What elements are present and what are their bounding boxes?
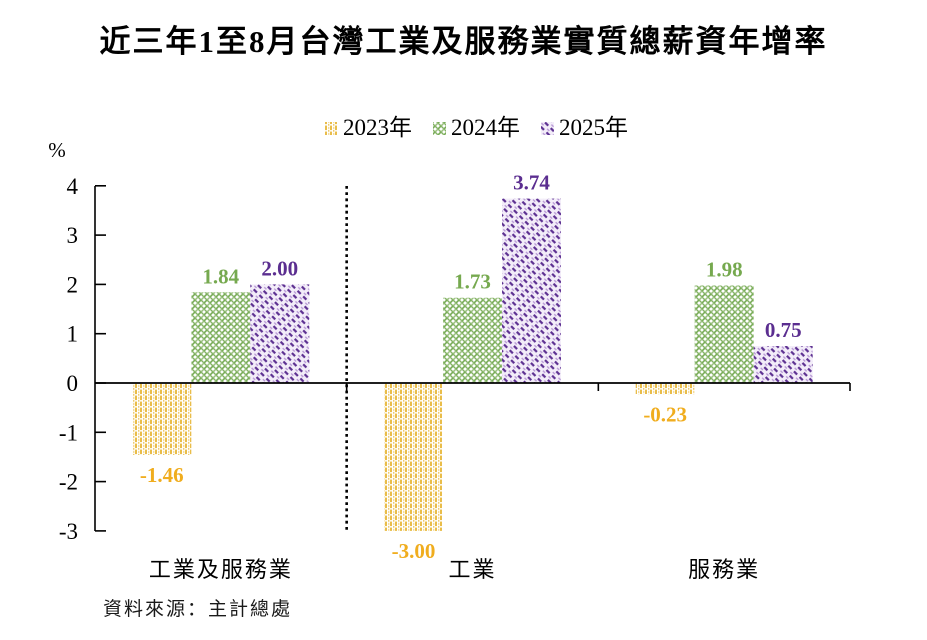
value-label-2023年-工業及服務業: -1.46	[140, 463, 184, 487]
y-tick-label: -3	[59, 519, 78, 544]
y-tick-label: -2	[59, 470, 78, 495]
value-label-2025年-工業: 3.74	[513, 171, 550, 195]
legend-swatch-2023年	[325, 122, 338, 135]
legend-label-2023年: 2023年	[343, 115, 412, 140]
legend-item-2025年: 2025年	[541, 115, 628, 140]
value-label-2023年-服務業: -0.23	[643, 402, 687, 426]
legend-label-2025年: 2025年	[559, 115, 628, 140]
bar-2024年-服務業	[694, 285, 754, 383]
bar-2023年-服務業	[635, 383, 695, 395]
y-tick-label: 1	[67, 322, 79, 347]
value-label-2024年-工業: 1.73	[454, 270, 491, 294]
value-label-2024年-工業及服務業: 1.84	[202, 264, 239, 288]
bar-2023年-工業及服務業	[132, 383, 192, 455]
bar-2025年-服務業	[753, 346, 813, 383]
legend-item-2023年: 2023年	[325, 115, 412, 140]
category-label-工業及服務業: 工業及服務業	[149, 557, 293, 582]
bar-2025年-工業及服務業	[250, 284, 310, 383]
y-tick-label: -1	[59, 420, 78, 445]
value-label-2023年-工業: -3.00	[392, 539, 436, 563]
y-axis-unit-label: %	[48, 138, 66, 162]
bar-2024年-工業及服務業	[191, 292, 251, 383]
value-label-2025年-服務業: 0.75	[765, 318, 802, 342]
value-label-2024年-服務業: 1.98	[706, 257, 743, 281]
bar-2023年-工業	[384, 383, 443, 531]
bar-2025年-工業	[502, 198, 561, 383]
category-label-服務業: 服務業	[688, 557, 760, 582]
legend-swatch-2024年	[433, 122, 446, 135]
y-tick-label: 2	[67, 272, 79, 297]
legend-label-2024年: 2024年	[451, 115, 520, 140]
legend-swatch-2025年	[541, 122, 554, 135]
y-tick-label: 4	[67, 174, 79, 199]
y-tick-label: 0	[67, 371, 79, 396]
value-label-2025年-工業及服務業: 2.00	[261, 256, 298, 280]
legend-item-2024年: 2024年	[433, 115, 520, 140]
chart-title: 近三年1至8月台灣工業及服務業實質總薪資年增率	[99, 24, 828, 59]
category-label-工業: 工業	[448, 557, 496, 582]
source-note: 資料來源：主計總處	[103, 599, 293, 620]
bar-2024年-工業	[443, 297, 502, 383]
y-tick-label: 3	[67, 223, 79, 248]
